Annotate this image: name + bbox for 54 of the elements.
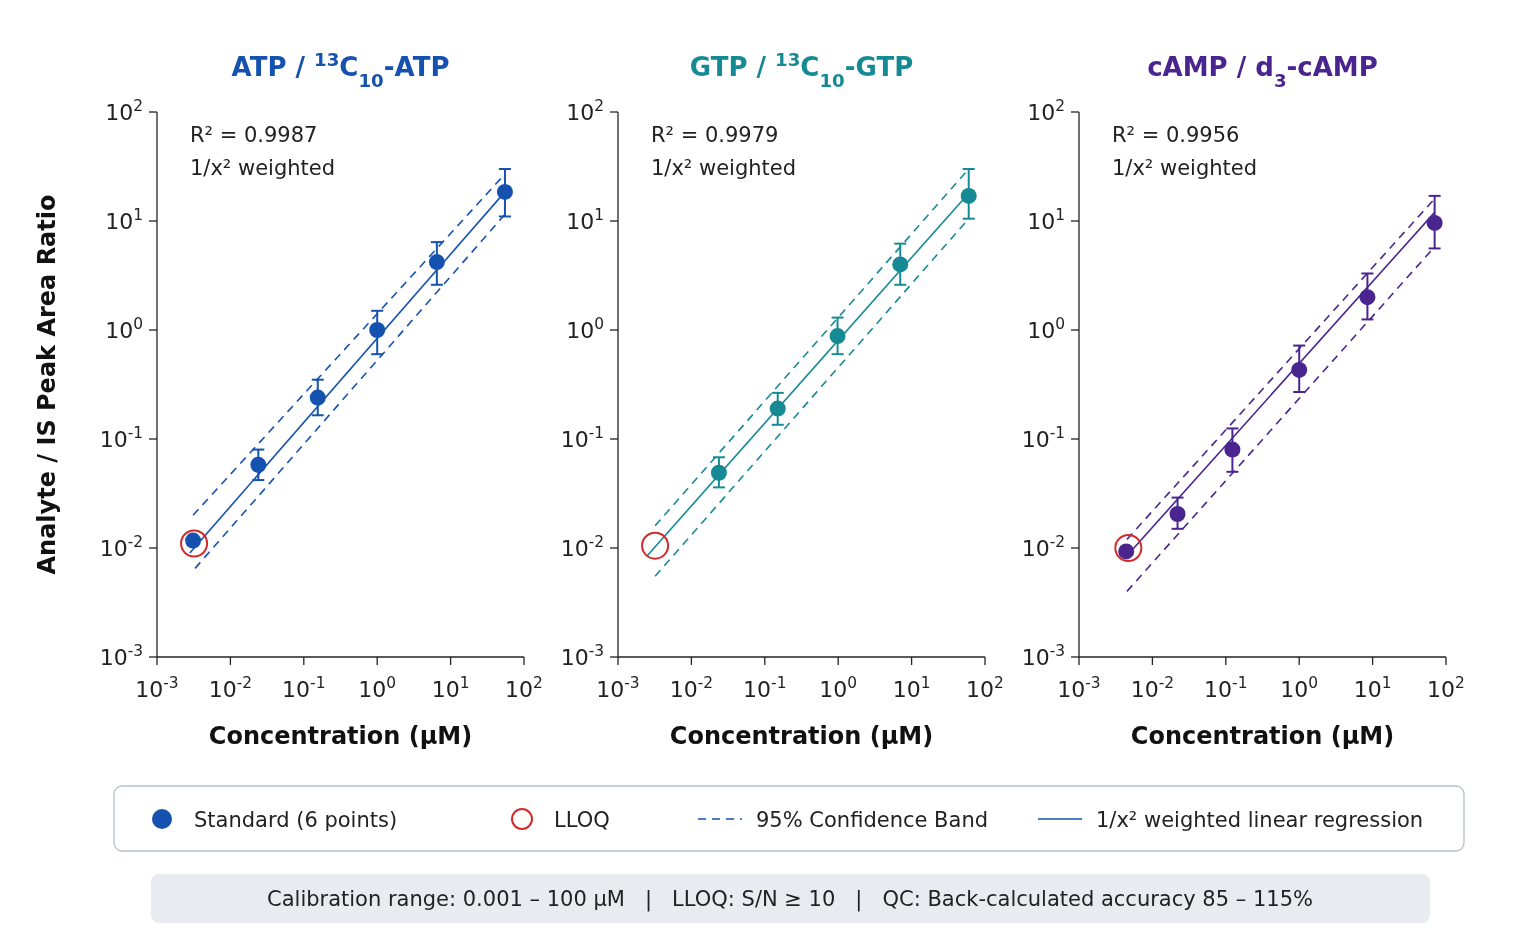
annotation: R² = 0.9956 (1112, 123, 1240, 147)
x-axis-title: Concentration (μM) (669, 722, 934, 750)
x-tick-label: 10$^{-2}$ (208, 674, 253, 702)
x-tick-label: 10$^{0}$ (819, 674, 858, 702)
y-tick-label: 10$^{0}$ (105, 315, 143, 343)
x-tick-label: 10$^{1}$ (892, 674, 931, 702)
x-tick-label: 10$^{2}$ (1427, 674, 1465, 702)
y-tick-label: 10$^{1}$ (1027, 206, 1065, 234)
legend-label: 95% Confidence Band (756, 808, 989, 832)
annotation: R² = 0.9987 (190, 123, 318, 147)
x-tick-label: 10$^{-1}$ (1204, 674, 1248, 702)
x-tick-label: 10$^{0}$ (358, 674, 397, 702)
annotation: 1/x² weighted (1112, 156, 1258, 180)
x-tick-label: 10$^{-1}$ (282, 674, 326, 702)
y-tick-label: 10$^{0}$ (566, 315, 604, 343)
y-tick-label: 10$^{1}$ (105, 206, 143, 234)
annotation: R² = 0.9979 (651, 123, 779, 147)
x-tick-label: 10$^{-1}$ (743, 674, 787, 702)
chart-title: GTP / $^{13}$C$_{10}$-GTP (689, 48, 914, 91)
y-tick-label: 10$^{-2}$ (1021, 533, 1065, 561)
y-tick-label: 10$^{-1}$ (560, 424, 604, 452)
legend-label: LLOQ (554, 808, 610, 832)
x-tick-label: 10$^{2}$ (505, 674, 543, 702)
chart-title: cAMP / d$_{3}$-cAMP (1147, 52, 1378, 91)
x-axis-title: Concentration (μM) (1130, 722, 1395, 750)
y-tick-label: 10$^{2}$ (105, 97, 143, 125)
y-tick-label: 10$^{-2}$ (99, 533, 143, 561)
x-tick-label: 10$^{1}$ (1353, 674, 1392, 702)
y-tick-label: 10$^{2}$ (1027, 97, 1065, 125)
y-tick-label: 10$^{-1}$ (1021, 424, 1065, 452)
y-tick-label: 10$^{0}$ (1027, 315, 1065, 343)
annotation: 1/x² weighted (190, 156, 336, 180)
legend-label: 1/x² weighted linear regression (1096, 808, 1424, 832)
y-tick-label: 10$^{-2}$ (560, 533, 604, 561)
x-tick-label: 10$^{2}$ (966, 674, 1004, 702)
y-axis-title: Analyte / IS Peak Area Ratio (33, 194, 61, 575)
x-tick-label: 10$^{1}$ (431, 674, 470, 702)
y-tick-label: 10$^{-1}$ (99, 424, 143, 452)
x-axis-title: Concentration (μM) (208, 722, 473, 750)
legend-label: Standard (6 points) (194, 808, 398, 832)
annotation: 1/x² weighted (651, 156, 797, 180)
x-tick-label: 10$^{-2}$ (669, 674, 714, 702)
y-tick-label: 10$^{-3}$ (1021, 642, 1065, 670)
x-tick-label: 10$^{-2}$ (1130, 674, 1175, 702)
y-tick-label: 10$^{-3}$ (560, 642, 604, 670)
chart-title: ATP / $^{13}$C$_{10}$-ATP (231, 48, 450, 91)
x-tick-label: 10$^{-3}$ (135, 674, 179, 702)
y-tick-label: 10$^{1}$ (566, 206, 604, 234)
x-tick-label: 10$^{-3}$ (1057, 674, 1101, 702)
y-tick-label: 10$^{-3}$ (99, 642, 143, 670)
text: Calibration range: 0.001 – 100 µM | LLOQ: S/N ≥ 10 | QC: Back-calculated accuracy 85 – 115% (267, 887, 1313, 912)
x-tick-label: 10$^{0}$ (1280, 674, 1319, 702)
y-tick-label: 10$^{2}$ (566, 97, 604, 125)
x-tick-label: 10$^{-3}$ (596, 674, 640, 702)
